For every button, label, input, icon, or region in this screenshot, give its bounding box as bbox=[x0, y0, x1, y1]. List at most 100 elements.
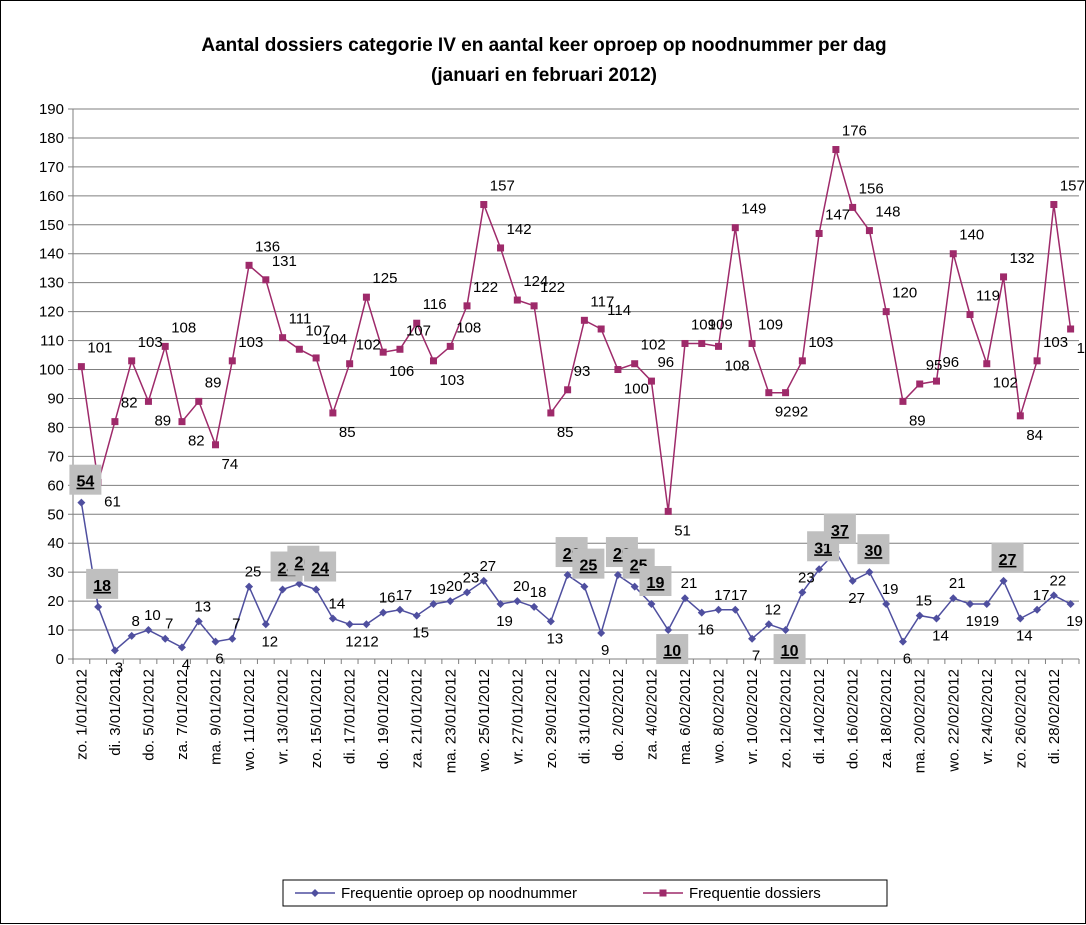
data-label-dossiers: 157 bbox=[1060, 178, 1085, 195]
data-point-dossiers bbox=[312, 354, 320, 362]
data-label-oproep-highlight: 18 bbox=[93, 578, 111, 595]
data-label-oproep-highlight: 30 bbox=[865, 543, 883, 560]
data-label-dossiers: 109 bbox=[691, 316, 716, 333]
data-label-dossiers: 149 bbox=[741, 201, 766, 218]
data-label-dossiers: 156 bbox=[859, 180, 884, 197]
data-point-dossiers bbox=[1016, 412, 1024, 420]
y-tick-label-60: 60 bbox=[47, 477, 64, 494]
x-tick-label: do. 16/02/2012 bbox=[845, 669, 862, 769]
data-label-dossiers: 96 bbox=[942, 354, 959, 371]
data-label-dossiers: 104 bbox=[322, 331, 347, 348]
data-label-dossiers: 61 bbox=[104, 493, 121, 510]
data-point-oproep bbox=[664, 626, 673, 635]
data-point-oproep bbox=[546, 617, 555, 626]
data-label-oproep: 13 bbox=[194, 598, 211, 615]
series-line-1 bbox=[80, 502, 1071, 652]
data-label-dossiers: 74 bbox=[222, 456, 239, 473]
data-point-oproep bbox=[714, 605, 723, 614]
y-tick-label-180: 180 bbox=[39, 130, 64, 147]
data-label-dossiers: 85 bbox=[557, 424, 574, 441]
data-point-dossiers bbox=[614, 366, 622, 374]
y-tick-label-10: 10 bbox=[47, 622, 64, 639]
data-label-oproep: 19 bbox=[496, 613, 513, 630]
data-point-dossiers bbox=[1067, 325, 1075, 333]
x-tick-label: ma. 9/01/2012 bbox=[208, 669, 225, 765]
data-point-dossiers bbox=[664, 507, 672, 515]
x-tick-label: za. 18/02/2012 bbox=[878, 669, 895, 768]
data-point-oproep bbox=[94, 602, 103, 611]
data-point-oproep bbox=[161, 634, 170, 643]
data-point-dossiers bbox=[647, 377, 655, 385]
y-tick-label-130: 130 bbox=[39, 275, 64, 292]
data-label-dossiers: 103 bbox=[439, 372, 464, 389]
data-point-dossiers bbox=[765, 389, 773, 397]
x-tick-label: do. 2/02/2012 bbox=[610, 669, 627, 761]
x-tick-label: vr. 27/01/2012 bbox=[509, 669, 526, 764]
data-point-oproep bbox=[1049, 591, 1058, 600]
y-tick-label-0: 0 bbox=[56, 651, 64, 668]
data-point-oproep bbox=[429, 600, 438, 608]
data-point-dossiers bbox=[530, 302, 538, 310]
legend-marker-dossiers bbox=[659, 889, 667, 897]
x-tick-label: vr. 10/02/2012 bbox=[744, 669, 761, 764]
data-label-oproep: 15 bbox=[915, 593, 932, 610]
data-label-oproep: 19 bbox=[882, 581, 899, 598]
data-label-oproep: 7 bbox=[165, 616, 173, 633]
data-label-highlight-box bbox=[656, 634, 689, 665]
data-point-oproep bbox=[261, 620, 270, 629]
data-label-dossiers: 122 bbox=[540, 279, 565, 296]
data-point-dossiers bbox=[413, 319, 421, 327]
legend-label-oproep: Frequentie oproep op noodnummer bbox=[341, 885, 577, 902]
data-point-dossiers bbox=[429, 357, 437, 365]
data-point-dossiers bbox=[681, 339, 689, 347]
data-label-dossiers: 142 bbox=[507, 221, 532, 238]
data-label-dossiers: 85 bbox=[339, 424, 356, 441]
data-label-oproep: 23 bbox=[463, 569, 480, 586]
x-tick-label: ma. 20/02/2012 bbox=[912, 669, 929, 773]
data-point-dossiers bbox=[497, 244, 505, 252]
data-point-dossiers bbox=[195, 397, 203, 405]
y-tick-label-20: 20 bbox=[47, 593, 64, 610]
x-tick-label: wo. 8/02/2012 bbox=[711, 669, 728, 764]
data-label-oproep: 16 bbox=[379, 590, 396, 607]
gridlines bbox=[73, 108, 1079, 660]
x-tick-label: zo. 1/01/2012 bbox=[73, 669, 90, 760]
data-point-oproep bbox=[764, 620, 773, 629]
chart-title-line-1: Aantal dossiers categorie IV en aantal k… bbox=[201, 35, 886, 56]
data-point-oproep bbox=[597, 628, 606, 637]
data-point-dossiers bbox=[782, 389, 790, 397]
data-point-dossiers bbox=[916, 380, 924, 388]
y-tick-label-80: 80 bbox=[47, 419, 64, 436]
data-point-oproep bbox=[731, 605, 740, 614]
data-point-oproep bbox=[110, 646, 119, 655]
data-label-highlight-box bbox=[69, 464, 102, 495]
data-label-dossiers: 102 bbox=[356, 337, 381, 354]
data-label-oproep: 19 bbox=[982, 613, 999, 630]
data-label-dossiers: 96 bbox=[657, 354, 674, 371]
data-point-dossiers bbox=[362, 293, 370, 301]
data-point-oproep bbox=[630, 582, 639, 591]
data-label-oproep-highlight: 27 bbox=[999, 552, 1017, 569]
data-point-oproep bbox=[898, 637, 907, 646]
data-label-dossiers: 101 bbox=[87, 340, 112, 357]
data-point-oproep bbox=[328, 614, 337, 623]
data-label-dossiers: 136 bbox=[255, 238, 280, 255]
data-label-highlight-box bbox=[773, 634, 806, 665]
data-label-oproep: 15 bbox=[412, 625, 429, 642]
data-point-oproep bbox=[245, 582, 254, 591]
data-label-oproep-highlight: 24 bbox=[311, 561, 329, 578]
data-label-oproep-highlight: 54 bbox=[76, 474, 94, 491]
x-tick-label: za. 7/01/2012 bbox=[174, 669, 191, 760]
legend-label-dossiers: Frequentie dossiers bbox=[689, 885, 821, 902]
data-label-oproep: 20 bbox=[446, 578, 463, 595]
data-point-oproep bbox=[647, 600, 656, 608]
data-point-oproep bbox=[697, 608, 706, 617]
data-label-oproep: 19 bbox=[429, 581, 446, 598]
data-point-dossiers bbox=[631, 360, 639, 368]
data-point-oproep bbox=[982, 600, 991, 608]
data-label-dossiers: 148 bbox=[875, 204, 900, 221]
data-label-oproep: 13 bbox=[547, 630, 564, 647]
y-tick-label-90: 90 bbox=[47, 390, 64, 407]
data-point-oproep bbox=[1016, 614, 1025, 623]
data-label-oproep: 21 bbox=[949, 575, 966, 592]
